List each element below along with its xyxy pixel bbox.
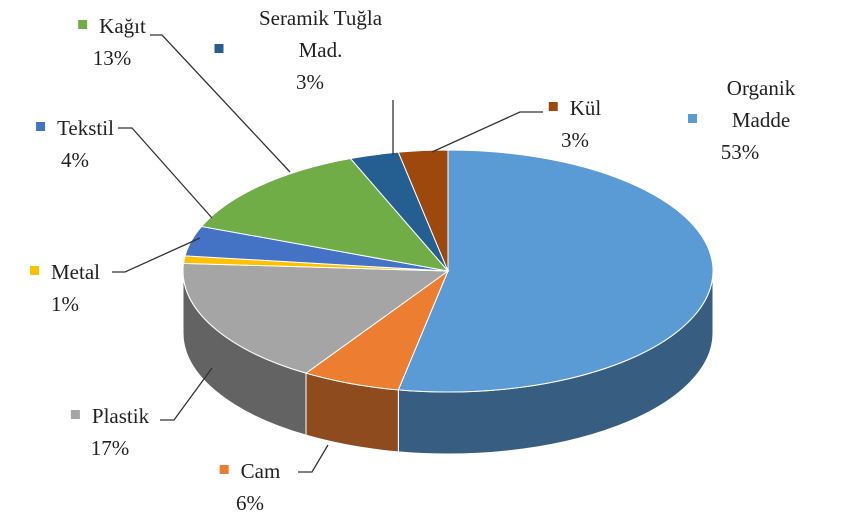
category-name: Kağıt xyxy=(99,14,146,38)
legend-marker xyxy=(30,266,40,275)
data-label: Seramik Tuğla Mad. 3% xyxy=(214,2,406,98)
value-label: 13% xyxy=(92,46,132,70)
label-name-line: Tekstil xyxy=(36,112,114,144)
slice xyxy=(200,157,450,272)
label-name-line: Metal xyxy=(30,256,100,288)
label-name-line: Organik Madde xyxy=(688,72,795,136)
label-name-line: Kül xyxy=(548,92,602,124)
data-label: Plastik 17% xyxy=(70,400,150,464)
label-name-line: Seramik Tuğla Mad. xyxy=(214,2,406,66)
label-name-line: Cam xyxy=(219,455,281,487)
value-label: 53% xyxy=(720,140,760,164)
data-label: Organik Madde 53% xyxy=(688,72,795,168)
leader-line xyxy=(431,111,543,153)
category-name: Plastik xyxy=(91,404,150,428)
category-name: Metal xyxy=(51,260,100,284)
value-label: 4% xyxy=(60,148,89,172)
legend-marker xyxy=(548,102,558,111)
label-name-line: Kağıt xyxy=(78,10,146,42)
category-name: Kül xyxy=(569,96,602,120)
category-name: Organik Madde xyxy=(726,76,796,132)
data-label: Cam 6% xyxy=(219,455,281,519)
value-label: 3% xyxy=(296,70,324,94)
category-name: Tekstil xyxy=(57,116,114,140)
data-label: Tekstil 4% xyxy=(36,112,114,176)
legend-marker xyxy=(70,410,80,419)
value-label: 1% xyxy=(50,292,79,316)
leader-line xyxy=(150,34,291,173)
legend-marker xyxy=(219,465,229,474)
leader-line xyxy=(160,367,213,421)
value-label: 3% xyxy=(561,128,589,152)
slice xyxy=(182,262,450,374)
slice xyxy=(397,149,714,393)
slice xyxy=(397,149,449,272)
data-label: Kağıt 13% xyxy=(78,10,146,74)
legend-marker xyxy=(688,114,697,123)
leader-line xyxy=(112,237,201,273)
legend-marker xyxy=(36,122,46,131)
legend-marker xyxy=(78,20,88,29)
value-label: 6% xyxy=(235,491,264,515)
category-name: Cam xyxy=(240,459,281,483)
value-label: 17% xyxy=(90,436,130,460)
leader-lines xyxy=(112,34,543,473)
data-label: Metal 1% xyxy=(30,256,100,320)
pie xyxy=(182,149,714,455)
legend-marker xyxy=(214,44,224,53)
category-name: Seramik Tuğla Mad. xyxy=(258,6,383,62)
leader-line xyxy=(298,444,329,473)
label-name-line: Plastik xyxy=(70,400,150,432)
data-label: Kül 3% xyxy=(548,92,602,156)
leader-line xyxy=(118,127,213,219)
